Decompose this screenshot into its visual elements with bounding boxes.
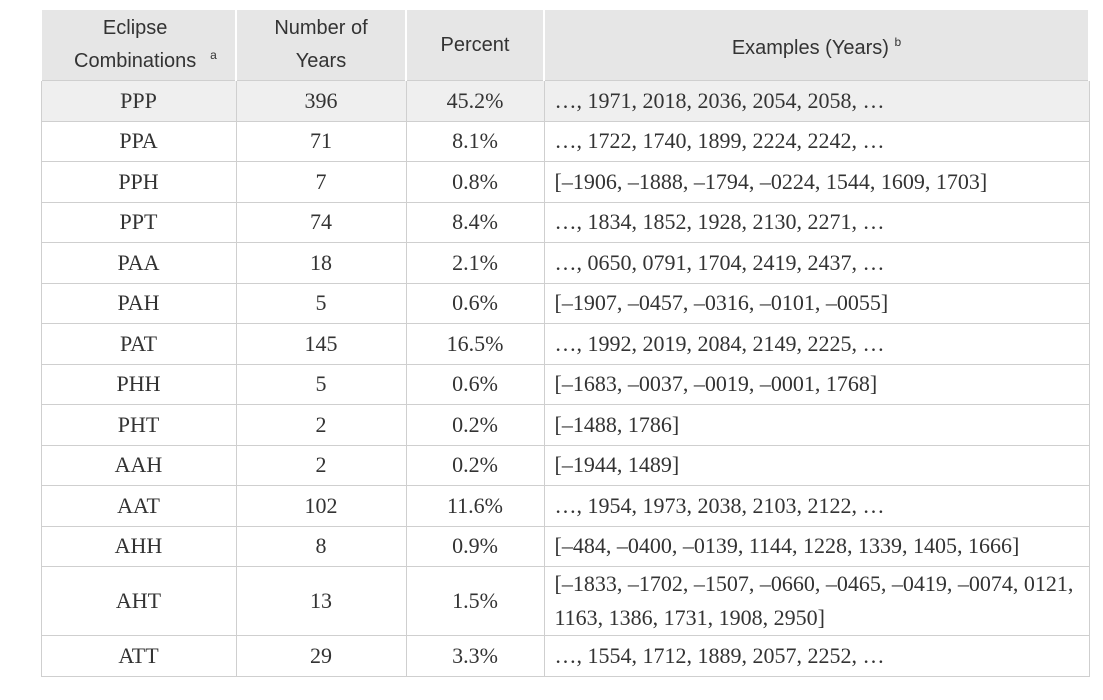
table-row: PAT 145 16.5%…, 1992, 2019, 2084, 2149, 22… <box>40 323 1090 365</box>
table-cell: 13 <box>235 566 407 636</box>
table-row: PHH 5 0.6% [–1683, –0037, –0019, –0001, 176… <box>40 363 1090 405</box>
header-text: Number of Years <box>274 17 368 72</box>
table-header: Eclipse Combinations a Number of Years Pe… <box>40 10 1090 81</box>
header-text: Percent <box>440 33 510 56</box>
table-cell: ATT <box>40 635 237 677</box>
table-cell: 145 <box>235 323 407 365</box>
table-row: AAH 2 0.2% [–1944, 1489] <box>40 444 1090 486</box>
table-cell: 0.8% <box>405 161 545 203</box>
table-row: ATT 29 3.3%…, 1554, 1712, 1889, 2057, 2252… <box>40 635 1090 677</box>
table-row: PPH 7 0.8% [–1906, –1888, –1794, –0224, 154… <box>40 161 1090 203</box>
table-cell: [–484, –0400, –0139, 1144, 1228, 1339, 1… <box>543 525 1090 567</box>
table-cell: …, 1954, 1973, 2038, 2103, 2122, … <box>543 485 1090 527</box>
table-row: PAH 5 0.6% [–1907, –0457, –0316, –0101, –00… <box>40 282 1090 324</box>
table-row: PPP 396 45.2%…, 1971, 2018, 2036, 2054, 20… <box>40 80 1090 122</box>
table-cell: 11.6% <box>405 485 545 527</box>
table-cell: AHT <box>40 566 237 636</box>
table-cell: 0.2% <box>405 404 545 446</box>
table-cell: 74 <box>235 201 407 243</box>
table-cell: 45.2% <box>405 80 545 122</box>
table-row: PPT 74 8.4%…, 1834, 1852, 1928, 2130, 2271… <box>40 201 1090 243</box>
table-cell: PPP <box>40 80 237 122</box>
table-cell: …, 0650, 0791, 1704, 2419, 2437, … <box>543 242 1090 284</box>
table-row: PAA 18 2.1%…, 0650, 0791, 1704, 2419, 2437… <box>40 242 1090 284</box>
table-cell: 8 <box>235 525 407 567</box>
header-cell: Percent <box>405 10 545 81</box>
footnote-mark: b <box>894 34 902 49</box>
table-cell: 0.9% <box>405 525 545 567</box>
table-row: PPA 71 8.1%…, 1722, 1740, 1899, 2224, 2242… <box>40 120 1090 162</box>
table-row: AAT 102 11.6%…, 1954, 1973, 2038, 2103, 21… <box>40 485 1090 527</box>
table-cell: 2 <box>235 444 407 486</box>
table-cell: PPA <box>40 120 237 162</box>
table-cell: …, 1554, 1712, 1889, 2057, 2252, … <box>543 635 1090 677</box>
table-row: AHT 13 1.5% [–1833, –1702, –1507, –0660, –0… <box>40 566 1090 636</box>
table-cell: 16.5% <box>405 323 545 365</box>
header-row: Eclipse Combinations a Number of Years Pe… <box>40 10 1090 81</box>
table-cell: …, 1834, 1852, 1928, 2130, 2271, … <box>543 201 1090 243</box>
table-cell: 5 <box>235 363 407 405</box>
table-cell: 8.4% <box>405 201 545 243</box>
table-cell: 102 <box>235 485 407 527</box>
table-cell: 1.5% <box>405 566 545 636</box>
table-cell: AHH <box>40 525 237 567</box>
table-body: PPP 396 45.2%…, 1971, 2018, 2036, 2054, 20… <box>40 80 1090 677</box>
header-cell: Number of Years <box>235 10 407 81</box>
eclipse-table: Eclipse Combinations a Number of Years Pe… <box>40 10 1090 677</box>
table-cell: 7 <box>235 161 407 203</box>
table-cell: [–1488, 1786] <box>543 404 1090 446</box>
header-text: Eclipse Combinations <box>74 17 197 72</box>
table-cell: [–1944, 1489] <box>543 444 1090 486</box>
table-row: PHT 2 0.2% [–1488, 1786] <box>40 404 1090 446</box>
table-cell: PPH <box>40 161 237 203</box>
table-cell: PHH <box>40 363 237 405</box>
table-cell: 8.1% <box>405 120 545 162</box>
table-cell: AAT <box>40 485 237 527</box>
table-cell: 3.3% <box>405 635 545 677</box>
table-cell: …, 1971, 2018, 2036, 2054, 2058, … <box>543 80 1090 122</box>
table-cell: AAH <box>40 444 237 486</box>
table-cell: 2 <box>235 404 407 446</box>
table-cell: 0.6% <box>405 282 545 324</box>
header-cell: Examples (Years) b <box>543 10 1090 81</box>
table-row: AHH 8 0.9% [–484, –0400, –0139, 1144, 1228,… <box>40 525 1090 567</box>
table-cell: …, 1992, 2019, 2084, 2149, 2225, … <box>543 323 1090 365</box>
table-cell: 2.1% <box>405 242 545 284</box>
table-cell: PAT <box>40 323 237 365</box>
table-cell: 0.6% <box>405 363 545 405</box>
table-cell: 71 <box>235 120 407 162</box>
table-cell: 29 <box>235 635 407 677</box>
table-cell: [–1683, –0037, –0019, –0001, 1768] <box>543 363 1090 405</box>
footnote-mark: a <box>210 48 217 62</box>
table-cell: PAA <box>40 242 237 284</box>
table-cell: 18 <box>235 242 407 284</box>
table-cell: 5 <box>235 282 407 324</box>
table-cell: 396 <box>235 80 407 122</box>
table-cell: …, 1722, 1740, 1899, 2224, 2242, … <box>543 120 1090 162</box>
table-cell: PHT <box>40 404 237 446</box>
table-cell: [–1907, –0457, –0316, –0101, –0055] <box>543 282 1090 324</box>
header-cell: Eclipse Combinations a <box>40 10 237 81</box>
table-cell: 0.2% <box>405 444 545 486</box>
header-text: Examples (Years) <box>731 36 889 59</box>
table-cell: [–1906, –1888, –1794, –0224, 1544, 1609,… <box>543 161 1090 203</box>
table-cell: PPT <box>40 201 237 243</box>
table-cell: PAH <box>40 282 237 324</box>
table-cell: [–1833, –1702, –1507, –0660, –0465, –041… <box>543 566 1090 636</box>
